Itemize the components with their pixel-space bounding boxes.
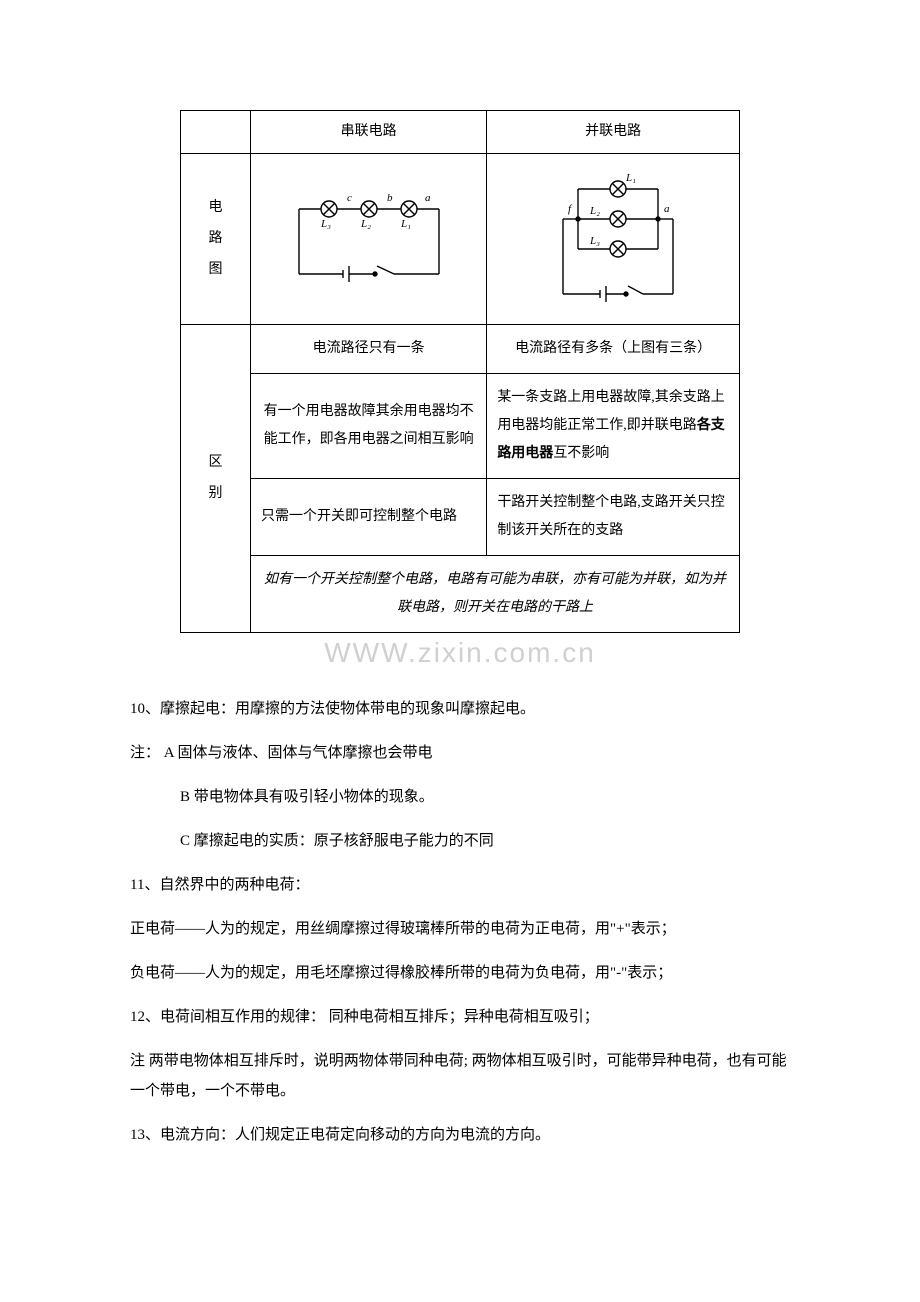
p11: 11、自然界中的两种电荷： <box>130 870 790 900</box>
header-series: 串联电路 <box>251 111 487 154</box>
watermark-text: WWW.zixin.com.cn <box>130 631 790 676</box>
diff-r2-left: 有一个用电器故障其余用电器均不能工作，即各用电器之间相互影响 <box>251 374 487 479</box>
p13: 13、电流方向：人们规定正电荷定向移动的方向为电流的方向。 <box>130 1120 790 1150</box>
parallel-label-l1: L₁ <box>625 172 636 184</box>
series-diagram-cell: c b a L₃ L₂ L₁ <box>251 154 487 325</box>
row-diagram-label: 电 路 图 <box>181 154 251 325</box>
note-a: 注： A 固体与液体、固体与气体摩擦也会带电 <box>130 738 790 768</box>
p12: 12、电荷间相互作用的规律： 同种电荷相互排斥；异种电荷相互吸引； <box>130 1002 790 1032</box>
series-label-l3: L₃ <box>320 218 331 230</box>
p11a: 正电荷——人为的规定，用丝绸摩擦过得玻璃棒所带的电荷为正电荷，用"+"表示； <box>130 914 790 944</box>
series-label-b: b <box>387 192 393 204</box>
series-label-c: c <box>347 192 352 204</box>
diff-r3-left: 只需一个开关即可控制整个电路 <box>251 479 487 556</box>
header-empty <box>181 111 251 154</box>
parallel-diagram-cell: L₁ L₂ L₃ f a <box>487 154 740 325</box>
p12note: 注 两带电物体相互排斥时，说明两物体带同种电荷; 两物体相互吸引时，可能带异种电… <box>130 1046 790 1106</box>
diff-r2-right-a: 某一条支路上用电器故障,其余支路上用电器均能正常工作,即并联电路 <box>497 390 725 433</box>
diff-r1-left: 电流路径只有一条 <box>251 325 487 374</box>
parallel-label-a: a <box>664 203 670 215</box>
diff-r2-right: 某一条支路上用电器故障,其余支路上用电器均能正常工作,即并联电路各支路用电器互不… <box>487 374 740 479</box>
note-b: B 带电物体具有吸引轻小物体的现象。 <box>180 782 790 812</box>
series-label-a: a <box>425 192 431 204</box>
series-circuit-diagram: c b a L₃ L₂ L₁ <box>279 179 459 299</box>
series-label-l1: L₁ <box>400 218 411 230</box>
parallel-label-l3: L₃ <box>589 235 600 247</box>
parallel-label-l2: L₂ <box>589 205 600 217</box>
parallel-label-f: f <box>568 203 573 215</box>
p10: 10、摩擦起电：用摩擦的方法使物体带电的现象叫摩擦起电。 <box>130 694 790 724</box>
p11b: 负电荷——人为的规定，用毛坯摩擦过得橡胶棒所带的电荷为负电荷，用"-"表示； <box>130 958 790 988</box>
series-label-l2: L₂ <box>360 218 371 230</box>
diff-r3-right: 干路开关控制整个电路,支路开关只控制该开关所在的支路 <box>487 479 740 556</box>
diff-r2-right-c: 互不影响 <box>553 446 609 461</box>
row-diff-label: 区 别 <box>181 325 251 633</box>
diff-r1-right: 电流路径有多条（上图有三条） <box>487 325 740 374</box>
note-c: C 摩擦起电的实质：原子核舒服电子能力的不同 <box>180 826 790 856</box>
diff-r4: 如有一个开关控制整个电路，电路有可能为串联，亦有可能为并联，如为并联电路，则开关… <box>251 556 740 633</box>
comparison-table: 串联电路 并联电路 电 路 图 <box>180 110 740 633</box>
parallel-circuit-diagram: L₁ L₂ L₃ f a <box>528 164 698 314</box>
header-parallel: 并联电路 <box>487 111 740 154</box>
